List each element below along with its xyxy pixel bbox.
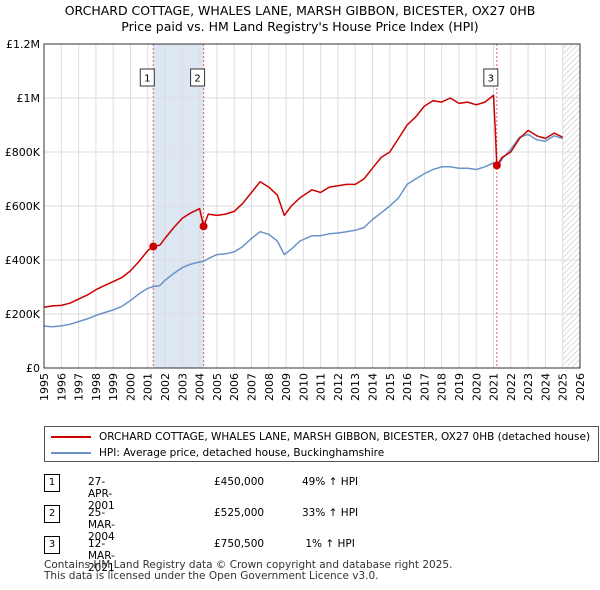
property-price-line <box>43 94 564 309</box>
x-tick-label: 1999 <box>107 373 120 401</box>
x-tick-label: 2017 <box>418 373 431 401</box>
legend-item-property: ORCHARD COTTAGE, WHALES LANE, MARSH GIBB… <box>51 429 590 445</box>
x-tick-label: 2022 <box>505 373 518 401</box>
x-tick-label: 2002 <box>159 373 172 401</box>
x-tick-label: 1996 <box>55 373 68 401</box>
sale-price: £525,000 <box>214 507 265 519</box>
hpi-line-swatch <box>51 452 91 454</box>
x-tick-label: 2021 <box>488 373 501 401</box>
sale-label-box <box>139 68 155 87</box>
y-tick-label: £1M <box>17 92 41 105</box>
sale-price: £750,500 <box>214 538 265 550</box>
x-tick-label: 2004 <box>194 373 207 401</box>
x-tick-label: 2011 <box>315 373 328 401</box>
x-tick-label: 2025 <box>557 373 570 401</box>
y-tick-label: £200K <box>5 308 41 321</box>
x-tick-label: 2024 <box>539 373 552 401</box>
plot-frame <box>43 43 581 369</box>
sale-label-box <box>190 68 206 87</box>
sale-date: 25-MAR-2004 <box>88 507 115 543</box>
property-line-swatch <box>51 436 91 438</box>
hpi-line <box>43 133 563 328</box>
x-tick-label: 2007 <box>245 373 258 401</box>
sale-number-badge: 1 <box>44 474 60 492</box>
x-tick-label: 2006 <box>228 373 241 401</box>
sale-point <box>492 161 501 170</box>
sale-label-box <box>483 68 499 87</box>
legend-item-hpi: HPI: Average price, detached house, Buck… <box>51 445 384 461</box>
x-tick-label: 2014 <box>367 373 380 401</box>
y-tick-label: £1.2M <box>6 38 40 51</box>
sale-label-number: 1 <box>144 74 150 85</box>
chart-subtitle: Price paid vs. HM Land Registry's House … <box>121 19 479 34</box>
sale-label-number: 3 <box>488 74 494 85</box>
sale-point <box>199 222 208 231</box>
sale-price: £450,000 <box>214 476 265 488</box>
y-tick-label: £400K <box>5 254 41 267</box>
sale-date: 12-MAR-2021 <box>88 538 115 574</box>
x-tick-label: 1997 <box>73 373 86 401</box>
x-tick-label: 2000 <box>124 373 137 401</box>
x-tick-label: 1998 <box>90 373 103 401</box>
x-tick-label: 2008 <box>263 373 276 401</box>
sale-point <box>149 242 158 251</box>
x-tick-label: 2023 <box>522 373 535 401</box>
x-tick-label: 2019 <box>453 373 466 401</box>
chart-title: ORCHARD COTTAGE, WHALES LANE, MARSH GIBB… <box>64 3 536 18</box>
sale-date: 27-APR-2001 <box>88 476 115 512</box>
x-tick-label: 2020 <box>470 373 483 401</box>
sale-number-badge: 2 <box>44 505 60 523</box>
x-tick-label: 2010 <box>297 373 310 401</box>
legend-property-label: ORCHARD COTTAGE, WHALES LANE, MARSH GIBB… <box>99 431 591 443</box>
x-tick-label: 2026 <box>574 373 587 401</box>
price-chart: 1 2 3 £0 £200K £400K £600K £800K £1M £1.2M 1995 1… <box>5 38 587 401</box>
sale-hpi-change: 33% ↑ HPI <box>302 507 359 519</box>
x-tick-label: 2018 <box>436 373 449 401</box>
legend-hpi-label: HPI: Average price, detached house, Buck… <box>99 447 385 459</box>
x-tick-label: 2012 <box>332 373 345 401</box>
x-tick-label: 2009 <box>280 373 293 401</box>
sale-hpi-change: 49% ↑ HPI <box>302 476 359 488</box>
sale-hpi-change: 1% ↑ HPI <box>302 538 355 550</box>
y-tick-label: £800K <box>5 146 41 159</box>
x-tick-label: 1995 <box>38 373 51 401</box>
footer-copyright: Contains HM Land Registry data © Crown c… <box>44 559 453 571</box>
sale-label-number: 2 <box>194 74 200 85</box>
x-tick-label: 2005 <box>211 373 224 401</box>
y-tick-label: £0 <box>26 362 40 375</box>
footer-licence: This data is licensed under the Open Gov… <box>44 570 379 582</box>
sale-number-badge: 3 <box>44 536 60 554</box>
x-tick-label: 2003 <box>176 373 189 401</box>
legend: ORCHARD COTTAGE, WHALES LANE, MARSH GIBB… <box>44 426 599 462</box>
y-tick-label: £600K <box>5 200 41 213</box>
x-tick-label: 2001 <box>142 373 155 401</box>
footer: Contains HM Land Registry data © Crown c… <box>44 560 452 582</box>
x-tick-label: 2015 <box>384 373 397 401</box>
x-tick-label: 2013 <box>349 373 362 401</box>
x-tick-label: 2016 <box>401 373 414 401</box>
